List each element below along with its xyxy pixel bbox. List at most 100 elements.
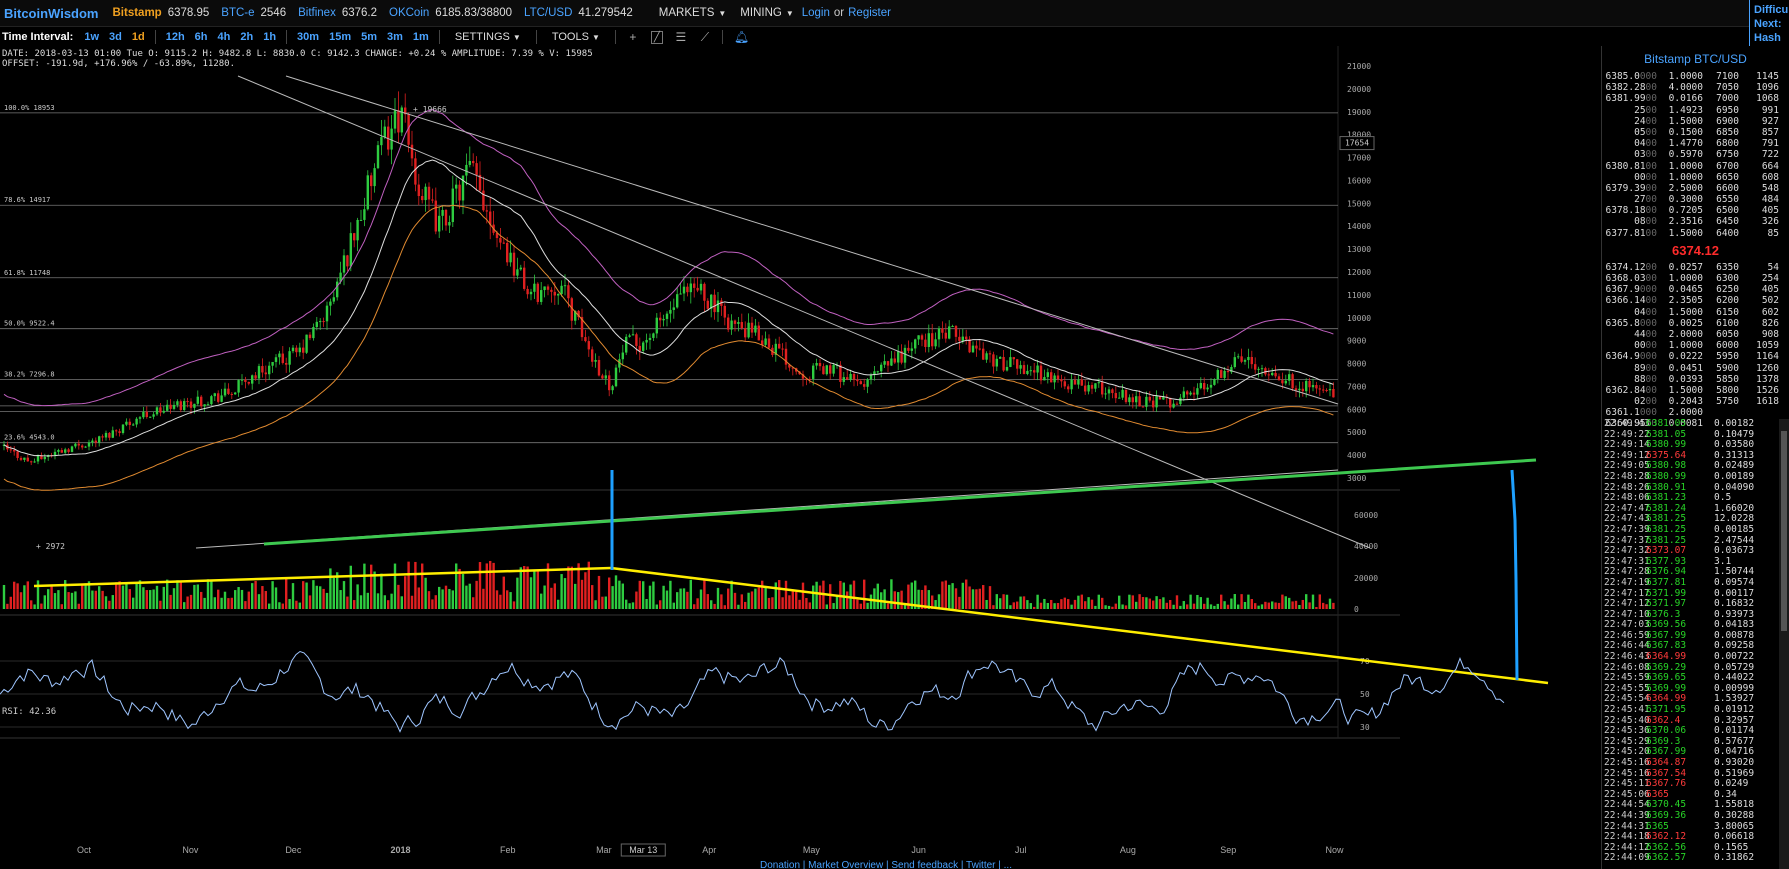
candle-body: [754, 325, 757, 333]
asks-row: 0800 2.3516 6450 326: [1602, 216, 1789, 227]
interval-3d[interactable]: 3d: [109, 31, 122, 43]
order-amount: 0.5970: [1668, 149, 1703, 161]
interval-5m[interactable]: 5m: [361, 31, 378, 43]
volume-bar: [50, 584, 53, 609]
volume-bar: [1169, 600, 1172, 609]
order-price: 8800: [1602, 374, 1657, 385]
markets-menu[interactable]: MARKETS ▼: [658, 7, 727, 19]
interval-1h[interactable]: 1h: [263, 31, 277, 43]
brush-icon[interactable]: ⟋: [700, 29, 710, 44]
volume-bar: [1118, 595, 1121, 609]
interval-1d[interactable]: 1d: [131, 31, 145, 43]
crosshair-icon[interactable]: +: [629, 30, 637, 44]
footer-links[interactable]: Donation | Market Overview | Send feedba…: [760, 860, 1012, 869]
candle-body: [791, 367, 794, 369]
interval-12h[interactable]: 12h: [165, 31, 185, 43]
interval-1m[interactable]: 1m: [412, 31, 429, 43]
volume-bar: [9, 596, 12, 609]
candle-body: [305, 334, 308, 353]
volume-bar: [298, 602, 301, 609]
candle-body: [81, 445, 84, 448]
interval-1w[interactable]: 1w: [84, 31, 100, 43]
interval-2h[interactable]: 2h: [240, 31, 254, 43]
depth-price: 5900: [1716, 362, 1739, 374]
interval-6h[interactable]: 6h: [194, 31, 208, 43]
candle-body: [608, 375, 611, 391]
candle-body: [1220, 370, 1223, 378]
candle-body: [584, 337, 587, 342]
candle-body: [1260, 368, 1264, 370]
candle-body: [152, 414, 155, 417]
candle-body: [1250, 356, 1253, 365]
candle-body: [767, 338, 771, 348]
volume-bar: [189, 594, 193, 609]
candle-body: [264, 372, 267, 375]
candle-body: [132, 424, 135, 426]
depth-price: [1703, 407, 1739, 418]
horizontal-lines-icon[interactable]: ☰: [675, 30, 687, 44]
candle-body: [519, 267, 522, 270]
interval-4h[interactable]: 4h: [217, 31, 231, 43]
price-tick-label: 19000: [1347, 108, 1371, 117]
volume-bar: [890, 579, 893, 609]
candle-body: [438, 215, 441, 232]
volume-bar: [94, 590, 97, 609]
bids-row: 6374.1200 0.0257 6350 54: [1602, 262, 1789, 273]
exchange-bitstamp[interactable]: Bitstamp 6378.95: [113, 7, 210, 19]
price-tick-label: 8000: [1347, 360, 1366, 369]
scrollbar-thumb[interactable]: [1781, 431, 1787, 631]
exchange-okcoin[interactable]: OKCoin 6185.83/38800: [389, 7, 512, 19]
candle-body: [121, 424, 125, 434]
login-link[interactable]: Login: [801, 7, 830, 19]
volume-bar: [81, 585, 84, 609]
trade-row: 22:48:06 6381.23 0.5: [1601, 493, 1777, 504]
candle-body: [1298, 388, 1301, 391]
candle-body: [920, 335, 924, 340]
candle-body: [495, 232, 499, 239]
line-tool-icon[interactable]: ╱: [650, 30, 663, 44]
bell-icon[interactable]: 🔔︎: [733, 30, 750, 44]
candle-body: [727, 317, 730, 330]
interval-30m[interactable]: 30m: [297, 31, 320, 43]
volume-bar: [931, 595, 934, 609]
candle-body: [839, 364, 842, 382]
volume-bar: [1141, 597, 1145, 609]
trade-time: 22:45:20: [1604, 746, 1650, 758]
order-amount: 1.5000: [1668, 227, 1703, 239]
trade-amount: 0.03673: [1714, 545, 1755, 557]
price-chart[interactable]: 21000 20000 19000 18000 17000 16000 15000 14000…: [0, 46, 1600, 869]
trade-amount: 0.00999: [1714, 682, 1755, 694]
trade-time: 22:44:39: [1604, 809, 1650, 821]
trade-price: 6381.05: [1646, 419, 1687, 429]
settings-menu[interactable]: SETTINGS ▼: [454, 31, 521, 43]
exchange-bitfinex[interactable]: Bitfinex 6376.2: [298, 7, 377, 19]
exchange-btc-e[interactable]: BTC-e 2546: [221, 7, 286, 19]
trades-scrollbar[interactable]: [1779, 419, 1789, 869]
difficulty-label: Difficu: [1754, 4, 1789, 16]
order-amount: 1.0000: [1668, 273, 1703, 284]
volume-bar: [1315, 606, 1318, 609]
site-logo[interactable]: BitcoinWisdom: [4, 5, 99, 21]
tools-menu[interactable]: TOOLS ▼: [551, 31, 600, 43]
order-price-fraction: 00: [1645, 418, 1657, 430]
candle-body: [499, 238, 502, 243]
mining-menu[interactable]: MINING ▼: [740, 7, 794, 19]
register-link[interactable]: Register: [848, 7, 891, 19]
depth-sum: 326: [1761, 216, 1779, 228]
interval-3m[interactable]: 3m: [387, 31, 403, 43]
exchange-ltc-usd[interactable]: LTC/USD 41.279542: [524, 7, 633, 19]
candle-body: [162, 410, 165, 413]
volume-bar: [155, 585, 159, 609]
divider: [535, 30, 537, 44]
interval-15m[interactable]: 15m: [329, 31, 352, 43]
volume-bar: [584, 572, 587, 609]
depth-price: 6650: [1716, 171, 1739, 183]
candle-body: [597, 359, 601, 376]
candle-body: [19, 457, 23, 460]
order-price: 6365.8000: [1602, 318, 1658, 329]
candle-body: [376, 145, 380, 169]
volume-trend-line: [610, 566, 1549, 685]
candle-body: [1172, 403, 1175, 408]
candle-body: [414, 158, 417, 185]
candle-body: [1240, 356, 1243, 362]
